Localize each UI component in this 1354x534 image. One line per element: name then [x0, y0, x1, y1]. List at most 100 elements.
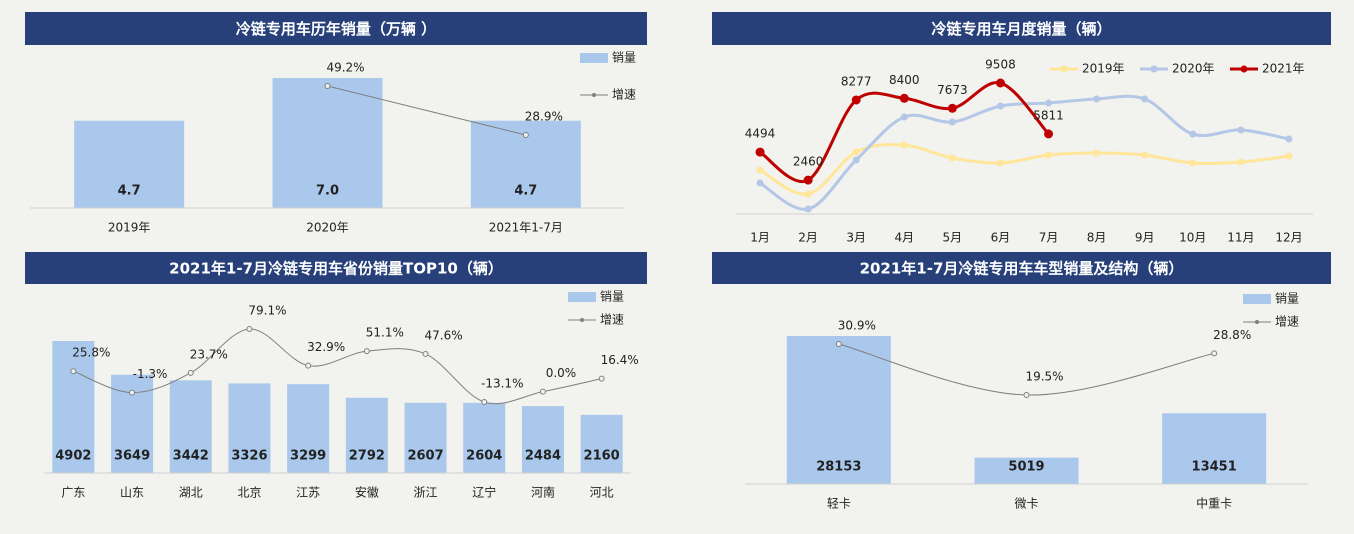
legend-label: 增速 — [612, 88, 636, 102]
point — [852, 148, 860, 156]
data-label: -13.1% — [481, 377, 523, 391]
title-bar — [25, 12, 647, 45]
x-tick-label: 北京 — [237, 486, 261, 500]
x-tick-label: 12月 — [1275, 231, 1302, 245]
bar-label: 3299 — [290, 449, 326, 464]
data-label: 2460 — [793, 155, 824, 169]
data-label: 8400 — [889, 73, 920, 87]
line — [759, 94, 1290, 211]
bar-label: 3442 — [173, 449, 209, 464]
point — [1045, 151, 1053, 159]
title-bar — [712, 12, 1331, 45]
point — [1023, 392, 1030, 398]
point — [1189, 130, 1197, 138]
point — [900, 141, 908, 149]
x-tick-label: 7月 — [1039, 231, 1059, 245]
point — [948, 154, 956, 162]
data-label: 47.6% — [424, 328, 462, 342]
x-tick-label: 河北 — [590, 486, 614, 500]
bar-label: 5019 — [1008, 460, 1044, 475]
bar-label: 4902 — [55, 449, 91, 464]
x-tick-label: 中重卡 — [1196, 496, 1232, 511]
legend-swatch — [1243, 294, 1271, 304]
data-label: 9508 — [985, 58, 1016, 72]
bar — [974, 457, 1079, 484]
point — [1093, 149, 1101, 157]
point — [305, 362, 312, 369]
bar — [52, 341, 95, 473]
bar — [74, 120, 185, 208]
bar-label: 13451 — [1192, 460, 1237, 475]
point — [852, 156, 860, 164]
bar — [404, 402, 447, 473]
point — [899, 93, 909, 103]
x-tick-label: 山东 — [120, 486, 144, 500]
x-tick-label: 河南 — [531, 485, 555, 500]
point — [851, 95, 861, 105]
point — [948, 118, 956, 126]
data-label: 30.9% — [838, 319, 876, 333]
bar — [169, 380, 212, 473]
data-label: 0.0% — [546, 366, 577, 380]
title-bar — [712, 252, 1331, 284]
line — [759, 143, 1290, 196]
bar — [463, 402, 506, 473]
x-tick-label: 2020年 — [306, 221, 349, 235]
point — [996, 102, 1004, 110]
point — [947, 103, 957, 113]
point — [246, 326, 253, 332]
point — [598, 375, 605, 382]
x-tick-label: 江苏 — [296, 486, 320, 500]
bar — [345, 397, 388, 473]
chart-title: 冷链专用车月度销量（辆） — [931, 20, 1111, 38]
bar-label: 2604 — [466, 449, 502, 464]
point — [1285, 135, 1293, 143]
legend-marker — [580, 318, 584, 322]
point — [804, 205, 812, 213]
point — [1141, 151, 1149, 159]
data-label: 23.7% — [190, 347, 228, 361]
legend-marker — [1150, 65, 1158, 73]
point — [1285, 152, 1293, 160]
point — [804, 190, 812, 198]
point — [756, 166, 764, 174]
legend-swatch — [568, 292, 596, 302]
x-tick-label: 11月 — [1227, 231, 1254, 245]
point — [995, 78, 1005, 88]
x-tick-label: 2021年1-7月 — [489, 221, 563, 235]
legend-marker — [1060, 65, 1068, 73]
x-tick-label: 1月 — [750, 231, 770, 245]
point — [1093, 95, 1101, 103]
point — [422, 350, 429, 357]
data-label: 79.1% — [248, 304, 286, 318]
data-label: 4494 — [745, 127, 776, 141]
legend-swatch — [580, 53, 608, 63]
point — [129, 389, 136, 396]
bar — [580, 414, 623, 473]
legend-label: 2021年 — [1262, 62, 1305, 76]
legend-label: 销量 — [1275, 292, 1299, 306]
bar-label: 2160 — [584, 449, 620, 464]
bar-label: 4.7 — [514, 184, 537, 199]
data-label: 28.9% — [525, 110, 563, 124]
bar — [521, 406, 564, 473]
point — [1141, 95, 1149, 103]
bar-label: 2792 — [349, 449, 385, 464]
legend-label: 销量 — [612, 51, 636, 65]
point — [481, 399, 488, 405]
data-label: 49.2% — [326, 61, 364, 75]
point — [1045, 99, 1053, 107]
point — [835, 341, 842, 347]
x-tick-label: 3月 — [846, 231, 866, 245]
point — [187, 369, 194, 376]
legend-label: 2019年 — [1082, 62, 1125, 76]
x-tick-label: 4月 — [894, 231, 914, 245]
x-tick-label: 安徽 — [355, 485, 379, 500]
point — [900, 113, 908, 121]
legend-label: 销量 — [600, 290, 624, 304]
x-tick-label: 轻卡 — [827, 497, 851, 511]
x-tick-label: 8月 — [1087, 231, 1107, 245]
chart-title: 2021年1-7月冷链专用车省份销量TOP10（辆） — [169, 260, 503, 278]
bar — [272, 78, 383, 208]
point — [1044, 129, 1054, 139]
